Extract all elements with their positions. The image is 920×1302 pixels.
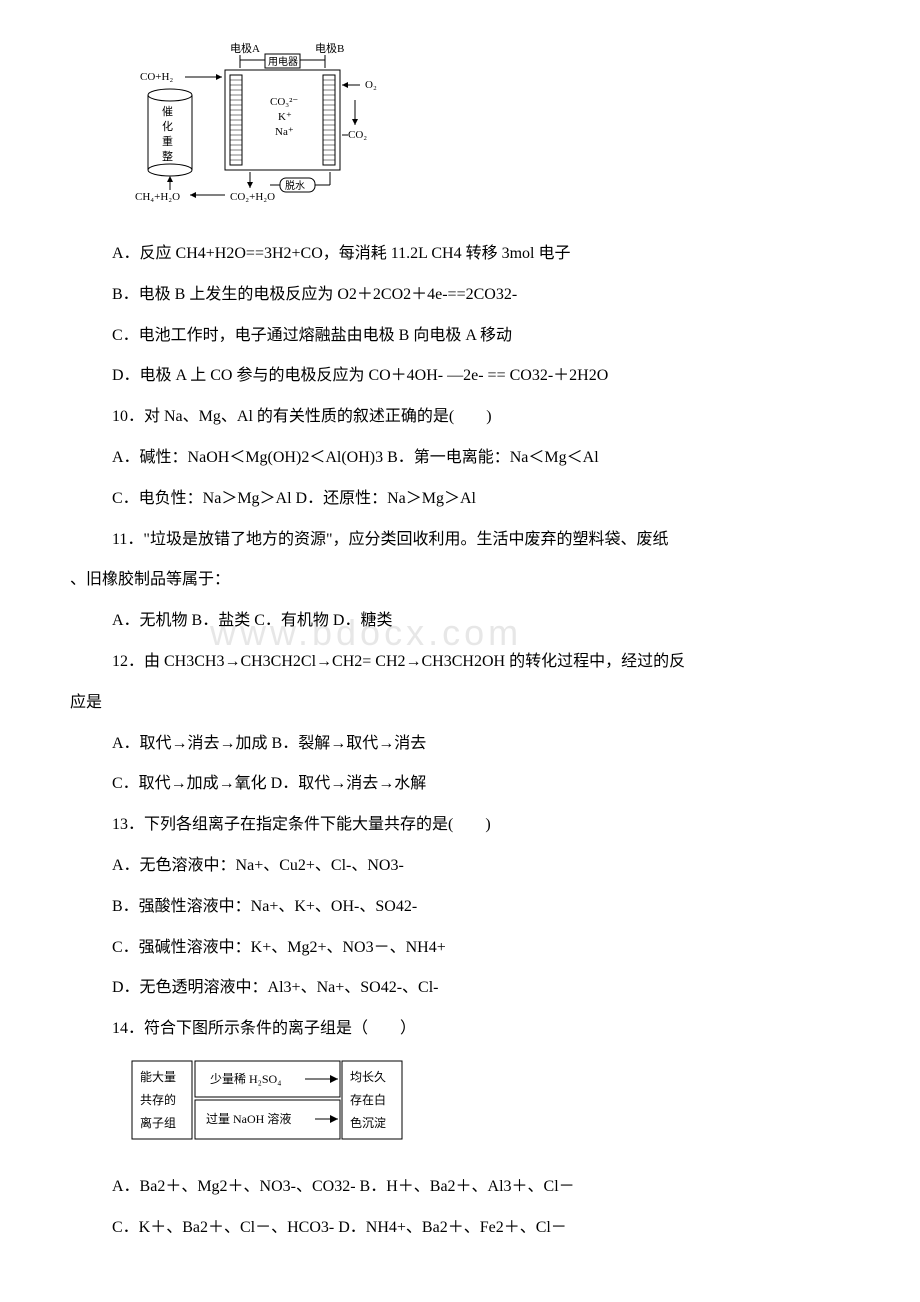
q12-stem-line2: 应是 xyxy=(70,689,850,718)
label-ch4h2o: CH₄+H₂O xyxy=(135,191,180,203)
arrow1-label: 少量稀 H₂SO₄ xyxy=(210,1072,281,1086)
q11-options: A．无机物 B．盐类 C．有机物 D．糖类 xyxy=(112,607,850,636)
label-device: 用电器 xyxy=(268,55,298,68)
q13-option-b: B．强酸性溶液中：Na+、K+、OH-、SO42- xyxy=(112,893,850,922)
q12-stem-line1: 12．由 CH3CH3→CH3CH2Cl→CH2= CH2→CH3CH2OH 的… xyxy=(112,648,850,677)
leftbox-line2: 共存的 xyxy=(140,1092,176,1107)
q13-option-c: C．强碱性溶液中：K+、Mg2+、NO3－、NH4+ xyxy=(112,934,850,963)
fuel-cell-diagram: 电极A 电极B 用电器 xyxy=(130,40,850,220)
rightbox-line1: 均长久 xyxy=(350,1070,386,1084)
ion-condition-diagram: 能大量 共存的 离子组 少量稀 H₂SO₄ 过量 NaOH 溶液 均长久 存在白… xyxy=(130,1056,850,1157)
q9-option-b: B．电极 B 上发生的电极反应为 O2＋2CO2＋4e-==2CO32- xyxy=(112,281,850,310)
q11-stem-line1: 11．"垃圾是放错了地方的资源"，应分类回收利用。生活中废弃的塑料袋、废纸 xyxy=(112,526,850,555)
svg-text:整: 整 xyxy=(162,149,173,163)
q10-stem: 10．对 Na、Mg、Al 的有关性质的叙述正确的是( ) xyxy=(112,403,850,432)
arrow2-label: 过量 NaOH 溶液 xyxy=(206,1111,291,1126)
q12-option-ab: A．取代→消去→加成 B．裂解→取代→消去 xyxy=(112,730,850,759)
label-electrode-a: 电极A xyxy=(230,41,260,55)
ion-na: Na⁺ xyxy=(275,126,294,138)
q14-stem: 14．符合下图所示条件的离子组是（ ） xyxy=(112,1015,850,1044)
q9-option-c: C．电池工作时，电子通过熔融盐由电极 B 向电极 A 移动 xyxy=(112,322,850,351)
q13-option-d: D．无色透明溶液中：Al3+、Na+、SO42-、Cl- xyxy=(112,974,850,1003)
leftbox-line1: 能大量 xyxy=(140,1070,176,1084)
leftbox-line3: 离子组 xyxy=(140,1115,176,1130)
q13-option-a: A．无色溶液中：Na+、Cu2+、Cl-、NO3- xyxy=(112,852,850,881)
q10-option-cd: C．电负性：Na＞Mg＞Al D．还原性：Na＞Mg＞Al xyxy=(112,485,850,514)
q9-option-d: D．电极 A 上 CO 参与的电极反应为 CO＋4OH- —2e- == CO3… xyxy=(112,362,850,391)
q13-stem: 13．下列各组离子在指定条件下能大量共存的是( ) xyxy=(112,811,850,840)
q11-stem-line2: 、旧橡胶制品等属于： xyxy=(70,566,850,595)
rightbox-line2: 存在白 xyxy=(350,1092,386,1107)
q14-option-cd: C．K＋、Ba2＋、Cl－、HCO3- D．NH4+、Ba2＋、Fe2＋、Cl－ xyxy=(112,1214,850,1243)
label-electrode-b: 电极B xyxy=(315,41,344,55)
svg-text:重: 重 xyxy=(162,134,173,148)
catalyst-text: 催 xyxy=(162,104,173,118)
label-coh2: CO+H₂ xyxy=(140,71,173,83)
q9-option-a: A．反应 CH4+H2O==3H2+CO，每消耗 11.2L CH4 转移 3m… xyxy=(112,240,850,269)
label-o2: O₂ xyxy=(365,79,377,91)
q10-option-ab: A．碱性：NaOH＜Mg(OH)2＜Al(OH)3 B．第一电离能：Na＜Mg＜… xyxy=(112,444,850,473)
label-dehydrate: 脱水 xyxy=(285,179,305,192)
q14-option-ab: A．Ba2＋、Mg2＋、NO3-、CO32- B．H＋、Ba2＋、Al3＋、Cl… xyxy=(112,1173,850,1202)
q12-option-cd: C．取代→加成→氧化 D．取代→消去→水解 xyxy=(112,770,850,799)
label-co2: CO₂ xyxy=(348,129,367,141)
ion-k: K⁺ xyxy=(278,111,292,123)
ion-co3: CO₃²⁻ xyxy=(270,96,298,108)
svg-text:化: 化 xyxy=(162,119,173,133)
label-co2h2o: CO₂+H₂O xyxy=(230,191,275,203)
rightbox-line3: 色沉淀 xyxy=(350,1116,386,1130)
